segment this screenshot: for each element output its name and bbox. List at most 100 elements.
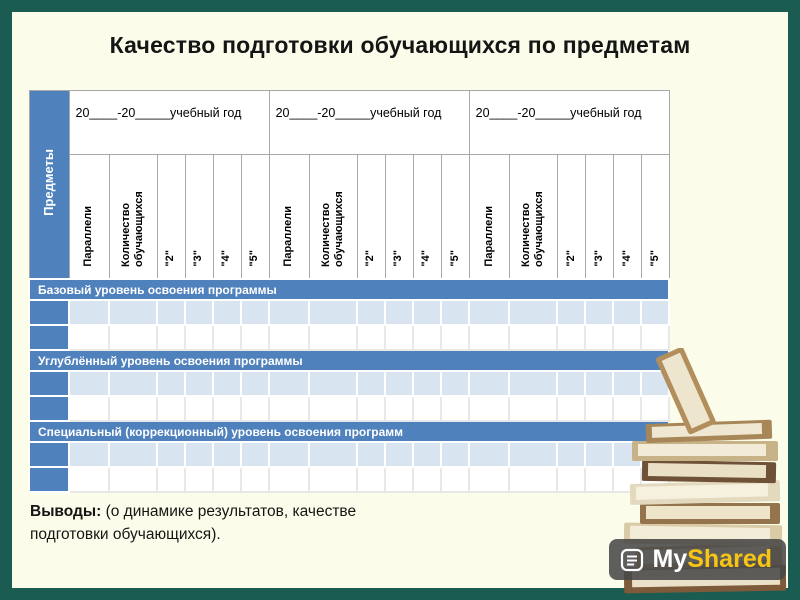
section-label-basic: Базовый уровень освоения программы (27, 278, 671, 301)
empty-data-cell (584, 370, 615, 397)
row-header-cell (28, 370, 70, 397)
subjects-column-header: Предметы (28, 90, 70, 280)
empty-data-cell (239, 441, 271, 468)
empty-data-cell (156, 324, 186, 351)
empty-data-cell (508, 395, 559, 422)
empty-data-cell (584, 395, 615, 422)
empty-data-cell (384, 466, 415, 493)
mark2-label: "2" (164, 250, 177, 267)
paralleli-label: Параллели (282, 206, 295, 267)
header-cell-mark4: "4" (212, 154, 242, 280)
empty-data-cell (68, 370, 110, 397)
conclusions-label: Выводы: (30, 503, 102, 520)
section-row-basic: Базовый уровень освоения программы (27, 278, 671, 301)
empty-data-cell (268, 466, 311, 493)
mark5-label: "5" (448, 250, 461, 267)
empty-data-cell (68, 395, 110, 422)
mark5-label: "5" (248, 250, 261, 267)
header-cell-mark5: "5" (440, 154, 470, 280)
table-row (28, 395, 671, 422)
empty-data-cell (184, 324, 214, 351)
empty-data-cell (468, 299, 511, 326)
empty-data-cell (412, 441, 443, 468)
empty-data-cell (156, 370, 186, 397)
header-cell-mark3: "3" (184, 154, 214, 280)
empty-data-cell (612, 324, 643, 351)
year-group-header-1: 20____-20_____учебный год (68, 90, 270, 155)
subjects-column-label: Предметы (40, 148, 56, 216)
empty-data-cell (508, 441, 559, 468)
empty-data-cell (68, 324, 110, 351)
empty-data-cell (108, 395, 158, 422)
table-row (28, 324, 671, 351)
header-cell-mark4: "4" (412, 154, 442, 280)
empty-data-cell (584, 299, 615, 326)
empty-data-cell (212, 441, 242, 468)
empty-data-cell (356, 395, 387, 422)
empty-data-cell (508, 324, 559, 351)
empty-data-cell (440, 395, 471, 422)
empty-data-cell (184, 395, 214, 422)
empty-data-cell (556, 324, 587, 351)
row-header-cell (28, 324, 70, 351)
empty-data-cell (268, 395, 311, 422)
mark3-label: "3" (592, 250, 605, 267)
header-cell-mark2: "2" (356, 154, 386, 280)
empty-data-cell (612, 299, 643, 326)
header-cell-paralleli: Параллели (268, 154, 310, 280)
myshared-watermark: MyShared (608, 539, 786, 580)
logo-shared: Shared (687, 545, 772, 573)
header-cell-mark2: "2" (556, 154, 586, 280)
empty-data-cell (384, 370, 415, 397)
header-cell-kolichestvo: Количество обучающихся (308, 154, 358, 280)
row-header-cell (28, 299, 70, 326)
empty-data-cell (440, 370, 471, 397)
empty-data-cell (640, 324, 671, 351)
empty-data-cell (556, 466, 587, 493)
empty-data-cell (184, 466, 214, 493)
section-row-advanced: Углублённый уровень освоения программы (27, 349, 671, 372)
table-row (28, 441, 671, 468)
empty-data-cell (556, 441, 587, 468)
empty-data-cell (468, 466, 511, 493)
empty-data-cell (108, 370, 158, 397)
empty-data-cell (156, 395, 186, 422)
header-cell-mark5: "5" (640, 154, 670, 280)
empty-data-cell (440, 441, 471, 468)
empty-data-cell (156, 441, 186, 468)
empty-data-cell (268, 441, 311, 468)
kolichestvo-label: Количество обучающихся (319, 191, 346, 267)
mark4-label: "4" (620, 250, 633, 267)
header-cell-mark5: "5" (240, 154, 270, 280)
conclusions-text: Выводы: (о динамике результатов, качеств… (30, 500, 400, 547)
empty-data-cell (612, 395, 643, 422)
mark3-label: "3" (392, 250, 405, 267)
empty-data-cell (212, 299, 242, 326)
empty-data-cell (184, 370, 214, 397)
empty-data-cell (239, 370, 271, 397)
empty-data-cell (239, 299, 271, 326)
kolichestvo-label: Количество обучающихся (519, 191, 546, 267)
table-row (28, 466, 671, 493)
empty-data-cell (384, 324, 415, 351)
empty-data-cell (356, 466, 387, 493)
empty-data-cell (508, 370, 559, 397)
header-cell-mark4: "4" (612, 154, 642, 280)
empty-data-cell (212, 324, 242, 351)
empty-data-cell (268, 370, 311, 397)
empty-data-cell (239, 395, 271, 422)
section-row-special: Специальный (коррекционный) уровень осво… (27, 420, 671, 443)
empty-data-cell (584, 324, 615, 351)
empty-data-cell (412, 299, 443, 326)
empty-data-cell (468, 395, 511, 422)
slide-title: Качество подготовки обучающихся по предм… (109, 32, 691, 58)
kolichestvo-label: Количество обучающихся (119, 191, 145, 267)
empty-data-cell (412, 370, 443, 397)
empty-data-cell (108, 299, 158, 326)
paralleli-label: Параллели (482, 206, 495, 267)
empty-data-cell (468, 324, 511, 351)
empty-data-cell (212, 370, 242, 397)
row-header-cell (28, 466, 70, 493)
empty-data-cell (356, 324, 387, 351)
